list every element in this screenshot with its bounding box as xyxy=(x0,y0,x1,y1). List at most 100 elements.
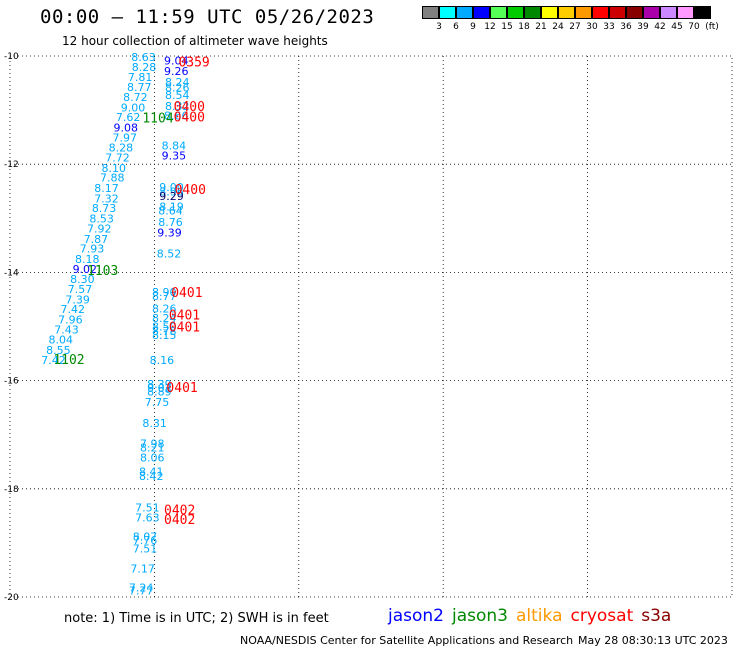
pass-time-label: 0400 xyxy=(174,100,205,115)
wave-height-point: 8.16 xyxy=(150,354,175,367)
colorbar-level-label: 21 xyxy=(535,22,547,32)
colorbar-swatch xyxy=(694,6,711,19)
y-tick-label: -20 xyxy=(4,593,19,600)
pass-time-label: 0401 xyxy=(169,321,200,336)
wave-height-point: 7.96 xyxy=(58,313,82,326)
legend-entry-altika: altika xyxy=(516,606,563,626)
wave-height-point: 7.63 xyxy=(135,511,160,524)
colorbar-level-label: 39 xyxy=(637,22,649,32)
wave-height-point: 9.39 xyxy=(157,226,182,239)
wave-height-point: 7.92 xyxy=(87,223,112,236)
colorbar-swatch xyxy=(507,6,524,19)
colorbar-level-label: 27 xyxy=(569,22,581,32)
wave-height-point: 8.55 xyxy=(46,344,71,357)
colorbar-level-label: 3 xyxy=(436,22,442,32)
wave-height-point: 8.07 xyxy=(133,530,158,543)
wave-height-point: 9.26 xyxy=(164,65,189,78)
wave-height-point: 8.06 xyxy=(140,451,165,464)
colorbar-level-label: 42 xyxy=(654,22,666,32)
pass-time-label: 0401 xyxy=(169,309,200,324)
y-tick-label: -14 xyxy=(4,268,19,278)
wave-height-point: 7.97 xyxy=(113,132,138,145)
wave-height-point: 9.04 xyxy=(164,54,189,67)
colorbar-level-label: 18 xyxy=(518,22,530,32)
wave-height-point: 8.19 xyxy=(159,200,184,213)
wave-height-point: 8.04 xyxy=(49,333,74,346)
wave-height-point: 8.41 xyxy=(139,465,164,478)
colorbar-swatch xyxy=(490,6,507,19)
wave-height-point: 9.02 xyxy=(73,263,98,276)
legend-entry-jason3: jason3 xyxy=(452,606,508,626)
wave-height-point: 9.00 xyxy=(121,101,146,114)
colorbar-swatch xyxy=(439,6,456,19)
wave-height-point: 8.52 xyxy=(157,247,182,260)
plot-frame xyxy=(9,55,733,598)
wave-height-point: 8.53 xyxy=(89,212,114,225)
y-tick-label: -10 xyxy=(4,52,19,62)
wave-height-point: 7.51 xyxy=(133,542,158,555)
wave-height-point: 8.50 xyxy=(152,321,177,334)
colorbar-level-label: 9 xyxy=(470,22,476,32)
wave-height-point: 7.42 xyxy=(41,354,66,367)
wave-height-point: 7.43 xyxy=(54,324,79,337)
pass-time-label: 0400 xyxy=(175,183,206,198)
pass-time-label: 0400 xyxy=(174,111,205,126)
generated-timestamp: May 28 08:30:13 UTC 2023 xyxy=(578,634,728,647)
colorbar-swatch xyxy=(473,6,490,19)
wave-height-point: 8.24 xyxy=(152,312,177,325)
colorbar-swatch xyxy=(456,6,473,19)
pass-time-label: 0401 xyxy=(171,286,202,301)
colorbar-swatch xyxy=(592,6,609,19)
wave-height-point: 8.76 xyxy=(158,216,183,229)
wave-height-point: 9.35 xyxy=(162,150,187,163)
pass-time-label: 0359 xyxy=(178,55,209,70)
wave-height-point: 8.78 xyxy=(152,325,177,338)
wave-height-point: 7.24 xyxy=(129,581,154,594)
wave-height-point: 7.75 xyxy=(145,396,170,409)
pass-time-label: 1102 xyxy=(53,353,84,368)
wave-height-point: 9.08 xyxy=(113,121,138,134)
pass-time-label: 1104 xyxy=(142,112,173,127)
wave-height-point: 8.24 xyxy=(165,76,190,89)
wave-height-point: 8.77 xyxy=(127,81,151,94)
wave-height-point: 8.18 xyxy=(75,253,100,266)
chart-subtitle: 12 hour collection of altimeter wave hei… xyxy=(62,34,328,48)
wave-height-point: 8.63 xyxy=(131,51,156,64)
wave-height-point: 7.39 xyxy=(65,293,90,306)
wave-height-point: 8.73 xyxy=(92,202,117,215)
wave-height-point: 8.26 xyxy=(165,81,190,94)
y-tick-label: -12 xyxy=(4,160,19,170)
wave-height-point: 7.81 xyxy=(128,71,153,84)
chart-title: 00:00 – 11:59 UTC 05/26/2023 xyxy=(40,6,375,28)
wave-height-plot: -120-117-114-111-108-105-10-12-14-16-18-… xyxy=(4,51,733,600)
wave-height-point: 8.54 xyxy=(165,89,190,102)
colorbar-level-label: 36 xyxy=(620,22,632,32)
wave-height-point: 8.15 xyxy=(152,329,177,342)
wave-height-point: 8.31 xyxy=(142,417,167,430)
wave-height-point: 8.26 xyxy=(152,303,177,316)
satellite-legend: jason2 jason3 altika cryosat s3a xyxy=(388,606,679,626)
wave-height-point: 8.28 xyxy=(132,61,157,74)
colorbar-swatch xyxy=(422,6,439,19)
colorbar-swatch xyxy=(524,6,541,19)
colorbar-level-label: 30 xyxy=(586,22,598,32)
y-tick-label: -16 xyxy=(4,377,19,387)
colorbar-swatch xyxy=(643,6,660,19)
wave-height-point: 9.29 xyxy=(159,190,184,203)
legend-entry-cryosat: cryosat xyxy=(570,606,634,626)
legend-entry-jason2: jason2 xyxy=(388,606,444,626)
wave-height-point: 7.17 xyxy=(130,562,155,575)
wave-height-point: 8.89 xyxy=(147,385,172,398)
colorbar-swatch xyxy=(626,6,643,19)
wave-height-point: 7.87 xyxy=(84,233,109,246)
pass-time-label: 0402 xyxy=(164,503,195,518)
colorbar-level-label: 6 xyxy=(453,22,459,32)
wave-height-point: 7.76 xyxy=(133,534,158,547)
wave-height-point: 9.02 xyxy=(147,382,172,395)
wave-height-point: 8.21 xyxy=(140,442,165,455)
colorbar-swatch xyxy=(575,6,592,19)
wave-height-point: 9.00 xyxy=(159,181,184,194)
note-text: note: 1) Time is in UTC; 2) SWH is in fe… xyxy=(64,611,329,626)
pass-time-label: 1103 xyxy=(87,264,118,279)
y-tick-label: -18 xyxy=(4,485,19,495)
